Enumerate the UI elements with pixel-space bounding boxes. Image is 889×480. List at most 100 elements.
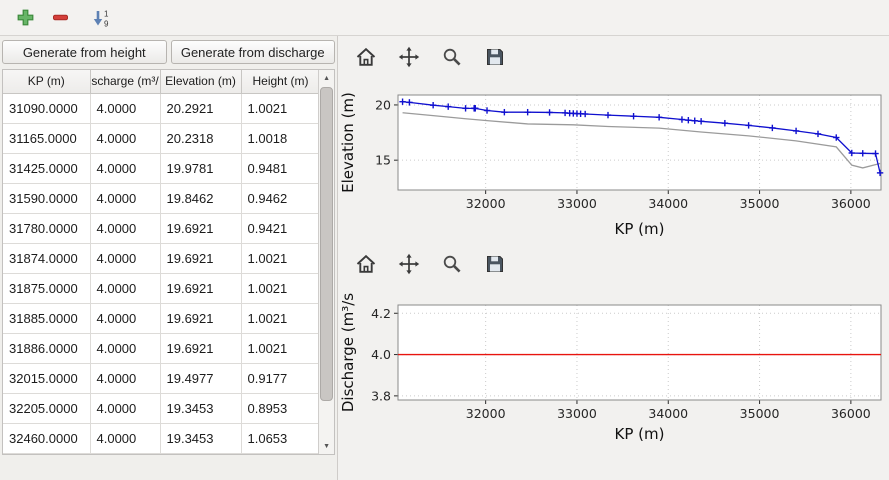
svg-text:33000: 33000 [557,406,597,421]
svg-text:1: 1 [104,9,109,18]
table-cell[interactable]: 1.0021 [241,93,319,124]
table-cell[interactable]: 19.6921 [160,303,242,334]
table-cell[interactable]: 1.0021 [241,243,319,274]
table-cell[interactable]: 31090.0000 [3,93,91,124]
table-cell[interactable]: 4.0000 [90,303,161,334]
pan-button[interactable] [395,250,423,278]
main-toolbar: 1 9 [0,0,889,36]
table-row: 31165.0000 4.0000 20.2318 1.0018 [3,123,319,154]
table-cell[interactable]: 19.6921 [160,213,242,244]
table-cell[interactable]: 31885.0000 [3,303,91,334]
table-cell[interactable]: 4.0000 [90,153,161,184]
sort-button[interactable]: 1 9 [88,5,114,31]
table-row: 31780.0000 4.0000 19.6921 0.9421 [3,213,319,244]
table-cell[interactable]: 0.9177 [241,363,319,394]
table-cell[interactable]: 0.9421 [241,213,319,244]
table-cell[interactable]: 20.2921 [160,93,242,124]
table-cell[interactable]: 19.6921 [160,333,242,364]
table-cell[interactable]: 31425.0000 [3,153,91,184]
table-cell[interactable]: 19.6921 [160,273,242,304]
table-cell[interactable]: 20.2318 [160,123,242,154]
table-cell[interactable]: 32460.0000 [3,423,91,454]
table-row: 31885.0000 4.0000 19.6921 1.0021 [3,303,319,334]
table-cell[interactable]: 0.9462 [241,183,319,214]
add-row-button[interactable] [12,5,38,31]
table-cell[interactable]: 4.0000 [90,93,161,124]
svg-text:3.8: 3.8 [371,388,391,403]
svg-text:35000: 35000 [740,196,780,211]
table-cell[interactable]: 19.3453 [160,423,242,454]
table-cell[interactable]: 1.0653 [241,423,319,454]
table-cell[interactable]: 4.0000 [90,213,161,244]
home-button[interactable] [352,43,380,71]
table-cell[interactable]: 31875.0000 [3,273,91,304]
table-cell[interactable]: 1.0021 [241,273,319,304]
table-cell[interactable]: 1.0021 [241,333,319,364]
zoom-button[interactable] [438,250,466,278]
table-cell[interactable]: 4.0000 [90,243,161,274]
pan-icon [398,46,420,68]
svg-text:36000: 36000 [831,196,871,211]
table-row: 31875.0000 4.0000 19.6921 1.0021 [3,273,319,304]
save-button[interactable] [481,250,509,278]
arrow-up-icon: ▲ [323,74,331,82]
table-cell[interactable]: 31886.0000 [3,333,91,364]
column-header[interactable]: Height (m) [241,70,319,94]
column-header[interactable]: scharge (m³/ [90,70,161,94]
elevation-chart[interactable]: 32000 33000 34000 35000 36000 15 20 KP (m) Eleva… [338,78,889,240]
table-cell[interactable]: 32015.0000 [3,363,91,394]
table-cell[interactable]: 19.9781 [160,153,242,184]
table-cell[interactable]: 4.0000 [90,393,161,424]
table-cell[interactable]: 31780.0000 [3,213,91,244]
table-cell[interactable]: 4.0000 [90,273,161,304]
scrollbar-thumb[interactable] [320,87,334,401]
table-cell[interactable]: 4.0000 [90,363,161,394]
table-cell[interactable]: 19.6921 [160,243,242,274]
minus-icon [52,14,68,21]
pan-icon [398,253,420,275]
svg-text:KP (m): KP (m) [615,425,665,443]
svg-text:36000: 36000 [831,406,871,421]
data-table-widget: KP (m) scharge (m³/Elevation (m) Height (m… [2,69,335,455]
svg-text:32000: 32000 [466,406,506,421]
svg-text:4.0: 4.0 [371,347,391,362]
svg-text:20: 20 [375,97,391,112]
table-cell[interactable]: 31590.0000 [3,183,91,214]
elevation-chart-toolbar [338,36,889,78]
svg-text:35000: 35000 [740,406,780,421]
discharge-chart[interactable]: 32000 33000 34000 35000 36000 3.8 4.0 4.2 KP (m)… [338,288,889,445]
table-cell[interactable]: 0.9481 [241,153,319,184]
pan-button[interactable] [395,43,423,71]
zoom-button[interactable] [438,43,466,71]
table-cell[interactable]: 19.4977 [160,363,242,394]
table-cell[interactable]: 32205.0000 [3,393,91,424]
table-cell[interactable]: 0.8953 [241,393,319,424]
table-cell[interactable]: 31874.0000 [3,243,91,274]
table-cell[interactable]: 31165.0000 [3,123,91,154]
table-scroll-area: KP (m) scharge (m³/Elevation (m) Height (m… [3,70,319,454]
scroll-down-button[interactable]: ▼ [319,438,334,454]
scroll-up-button[interactable]: ▲ [319,70,334,86]
table-cell[interactable]: 1.0018 [241,123,319,154]
svg-text:33000: 33000 [557,196,597,211]
plus-icon [17,9,33,26]
table-cell[interactable]: 4.0000 [90,123,161,154]
svg-text:4.2: 4.2 [371,306,391,321]
svg-text:Elevation (m): Elevation (m) [339,92,357,193]
table-scrollbar[interactable]: ▲ ▼ [318,70,334,454]
remove-row-button[interactable] [47,5,73,31]
table-cell[interactable]: 1.0021 [241,303,319,334]
table-cell[interactable]: 4.0000 [90,423,161,454]
table-cell[interactable]: 19.8462 [160,183,242,214]
column-header[interactable]: Elevation (m) [160,70,242,94]
generate-from-height-button[interactable]: Generate from height [2,40,167,64]
save-icon [487,256,503,272]
column-header[interactable]: KP (m) [3,70,91,94]
table-cell[interactable]: 4.0000 [90,183,161,214]
generate-from-discharge-button[interactable]: Generate from discharge [170,40,335,64]
save-button[interactable] [481,43,509,71]
table-cell[interactable]: 4.0000 [90,333,161,364]
table-cell[interactable]: 19.3453 [160,393,242,424]
home-button[interactable] [352,250,380,278]
table-row: 32205.0000 4.0000 19.3453 0.8953 [3,393,319,424]
